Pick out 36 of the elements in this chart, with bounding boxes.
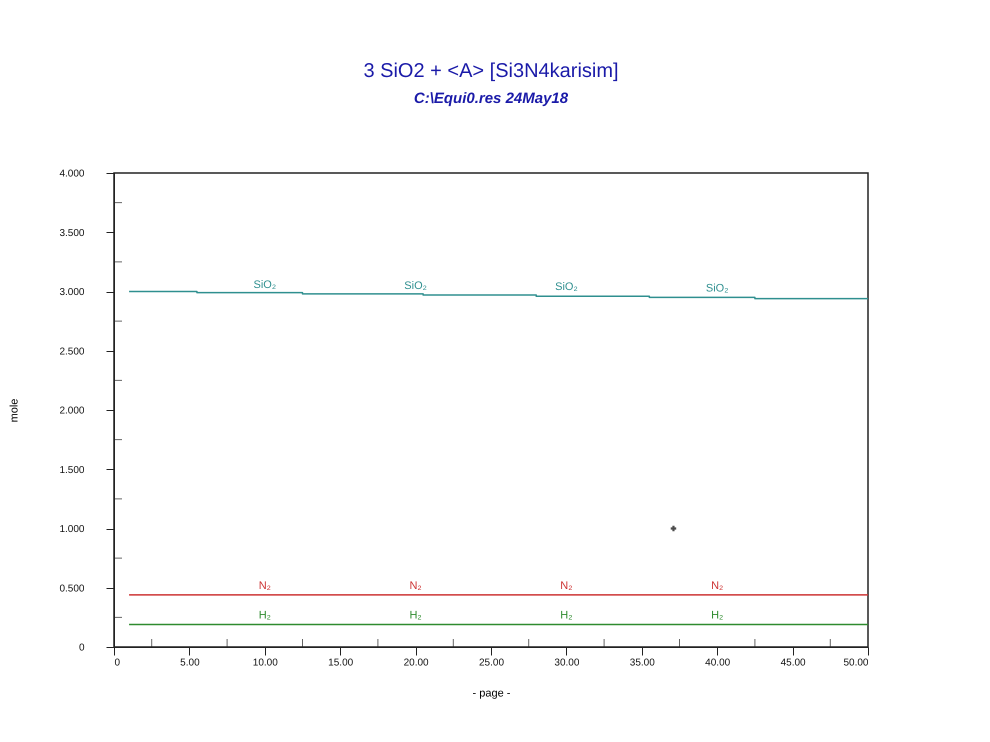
annotation: H₂ [560, 609, 573, 622]
annotation: SiO₂ [706, 282, 729, 294]
y-tick-label: 2.000 [59, 406, 85, 416]
annotation: SiO₂ [555, 281, 578, 294]
x-tick-label: 30.00 [554, 658, 580, 668]
y-tick-label: 4.000 [59, 168, 85, 180]
x-tick-label: 40.00 [705, 658, 731, 668]
annotation: H₂ [711, 609, 724, 622]
chart-subtitle: C:\Equi0.res 24May18 [414, 90, 569, 107]
y-tick-label: 3.000 [59, 287, 85, 298]
y-tick-label: 1.500 [59, 464, 85, 476]
y-axis-title: mole [8, 398, 20, 422]
x-tick-label: 20.00 [404, 658, 430, 668]
x-tick-label: 5.00 [180, 658, 200, 668]
y-tick-label: 3.500 [59, 228, 85, 239]
x-tick-label: 15.00 [328, 658, 354, 668]
annotation: N₂ [258, 580, 271, 592]
annotation: H₂ [409, 609, 422, 622]
annotation: H₂ [258, 609, 271, 622]
y-tick-label: 0.500 [59, 583, 85, 594]
annotation: N₂ [711, 580, 724, 592]
x-tick-label: 35.00 [630, 658, 656, 668]
x-tick-label: 45.00 [780, 658, 806, 668]
y-tick-label: 2.500 [59, 346, 85, 358]
annotation: N₂ [409, 580, 422, 592]
x-tick-label: 0 [114, 658, 120, 668]
x-axis-title: - page - [472, 688, 511, 700]
y-tick-label: 1.000 [59, 524, 85, 535]
annotation: SiO₂ [404, 280, 427, 292]
annotation: N₂ [560, 580, 573, 592]
x-tick-label: 50.00 [843, 658, 869, 668]
chart-title: 3 SiO2 + <A> [Si3N4karisim] [363, 60, 619, 82]
y-tick-label: 0 [78, 642, 85, 654]
annotation: SiO₂ [253, 278, 276, 291]
x-tick-label: 25.00 [478, 658, 504, 668]
x-tick-label: 10.00 [252, 658, 278, 668]
